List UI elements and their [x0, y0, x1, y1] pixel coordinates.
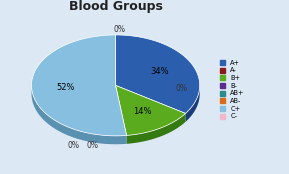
Text: 0%: 0%	[68, 141, 79, 151]
Text: 52%: 52%	[56, 83, 75, 92]
Text: 14%: 14%	[133, 107, 151, 116]
Polygon shape	[127, 113, 186, 144]
Polygon shape	[32, 84, 127, 144]
Polygon shape	[116, 85, 186, 135]
Text: 0%: 0%	[175, 84, 187, 93]
Polygon shape	[32, 35, 127, 136]
Text: 0%: 0%	[114, 25, 126, 34]
Text: 34%: 34%	[151, 67, 169, 76]
Polygon shape	[186, 84, 200, 122]
Title: Blood Groups: Blood Groups	[69, 0, 162, 13]
Text: 0%: 0%	[86, 141, 98, 151]
Legend: A+, A-, B+, B-, AB+, AB-, C+, C-: A+, A-, B+, B-, AB+, AB-, C+, C-	[220, 60, 245, 119]
Polygon shape	[116, 35, 200, 113]
